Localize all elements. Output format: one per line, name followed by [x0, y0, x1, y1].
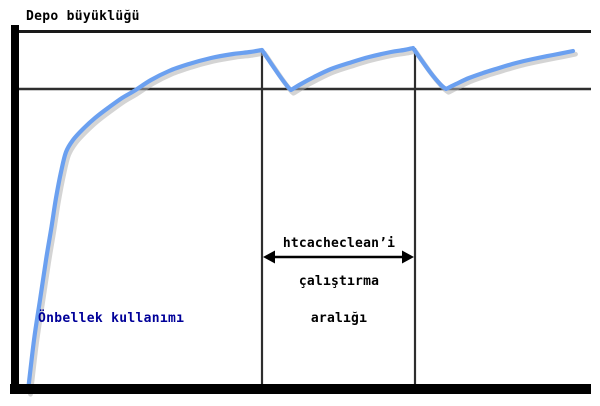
cleanup-interval-label-line3: aralığı	[310, 311, 368, 326]
cleanup-interval-label-line2: çalıştırma	[298, 273, 380, 289]
cache-usage-label: Önbellek kullanımı	[38, 311, 185, 326]
interval-arrow-left-head	[263, 250, 275, 264]
y-axis	[11, 25, 19, 394]
cleanup-interval-label: htcacheclean’i çalıştırma aralığı	[263, 213, 415, 351]
y-axis-title: Depo büyüklüğü	[26, 9, 140, 24]
x-axis	[10, 384, 591, 394]
cache-usage-curve	[25, 45, 576, 394]
interval-arrow-right-head	[402, 250, 414, 264]
cleanup-interval-label-line1: htcacheclean’i	[282, 236, 396, 251]
